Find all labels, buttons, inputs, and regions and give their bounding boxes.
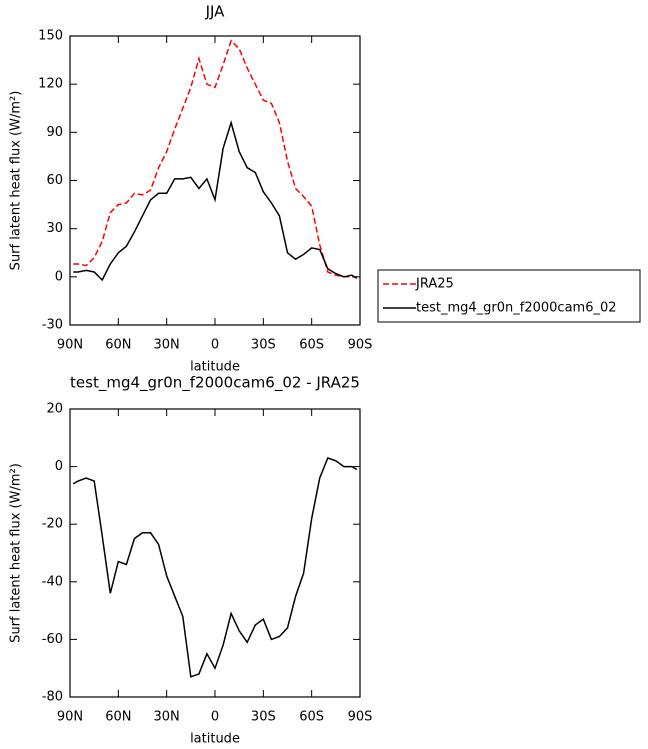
x-tick-label: 60N <box>105 710 131 725</box>
x-tick-label: 0 <box>211 338 219 353</box>
y-axis-label: Surf latent heat flux (W/m²) <box>9 463 24 643</box>
y-axis-label: Surf latent heat flux (W/m²) <box>9 91 24 271</box>
x-tick-label: 90S <box>348 338 373 353</box>
y-tick-label: 90 <box>46 125 63 140</box>
legend-box <box>377 269 641 323</box>
data-line <box>72 457 358 678</box>
x-tick-label: 30N <box>154 710 180 725</box>
y-tick-label: -60 <box>42 632 63 647</box>
y-tick-label: 0 <box>55 269 63 284</box>
y-tick-label: 0 <box>55 459 63 474</box>
y-tick-label: -20 <box>42 517 63 532</box>
x-tick-label: 90N <box>57 710 83 725</box>
x-axis-label: latitude <box>190 360 240 375</box>
legend-label: test_mg4_gr0n_f2000cam6_02 <box>416 301 617 316</box>
x-axis-label: latitude <box>190 732 240 747</box>
chart-title: test_mg4_gr0n_f2000cam6_02 - JRA25 <box>70 374 360 393</box>
x-tick-label: 60S <box>299 710 324 725</box>
y-tick-label: 30 <box>46 221 63 236</box>
x-tick-label: 60N <box>105 338 131 353</box>
data-line <box>73 39 357 278</box>
y-tick-label: -80 <box>42 690 63 705</box>
x-tick-label: 0 <box>211 710 219 725</box>
y-tick-label: -30 <box>42 318 63 333</box>
x-tick-label: 30S <box>251 710 276 725</box>
x-tick-label: 30N <box>154 338 180 353</box>
y-tick-label: 20 <box>46 402 63 417</box>
plot-frame <box>69 408 361 698</box>
x-tick-label: 90N <box>57 338 83 353</box>
y-tick-label: 60 <box>46 173 63 188</box>
data-line <box>73 120 358 282</box>
x-tick-label: 60S <box>299 338 324 353</box>
y-tick-label: 120 <box>38 77 63 92</box>
y-tick-label: 150 <box>38 29 63 44</box>
x-tick-label: 30S <box>251 338 276 353</box>
chart-title: JJA <box>205 3 226 21</box>
plot-frame <box>69 35 361 326</box>
x-tick-label: 90S <box>348 710 373 725</box>
y-tick-label: -40 <box>42 574 63 589</box>
legend-label: JRA25 <box>415 277 454 292</box>
